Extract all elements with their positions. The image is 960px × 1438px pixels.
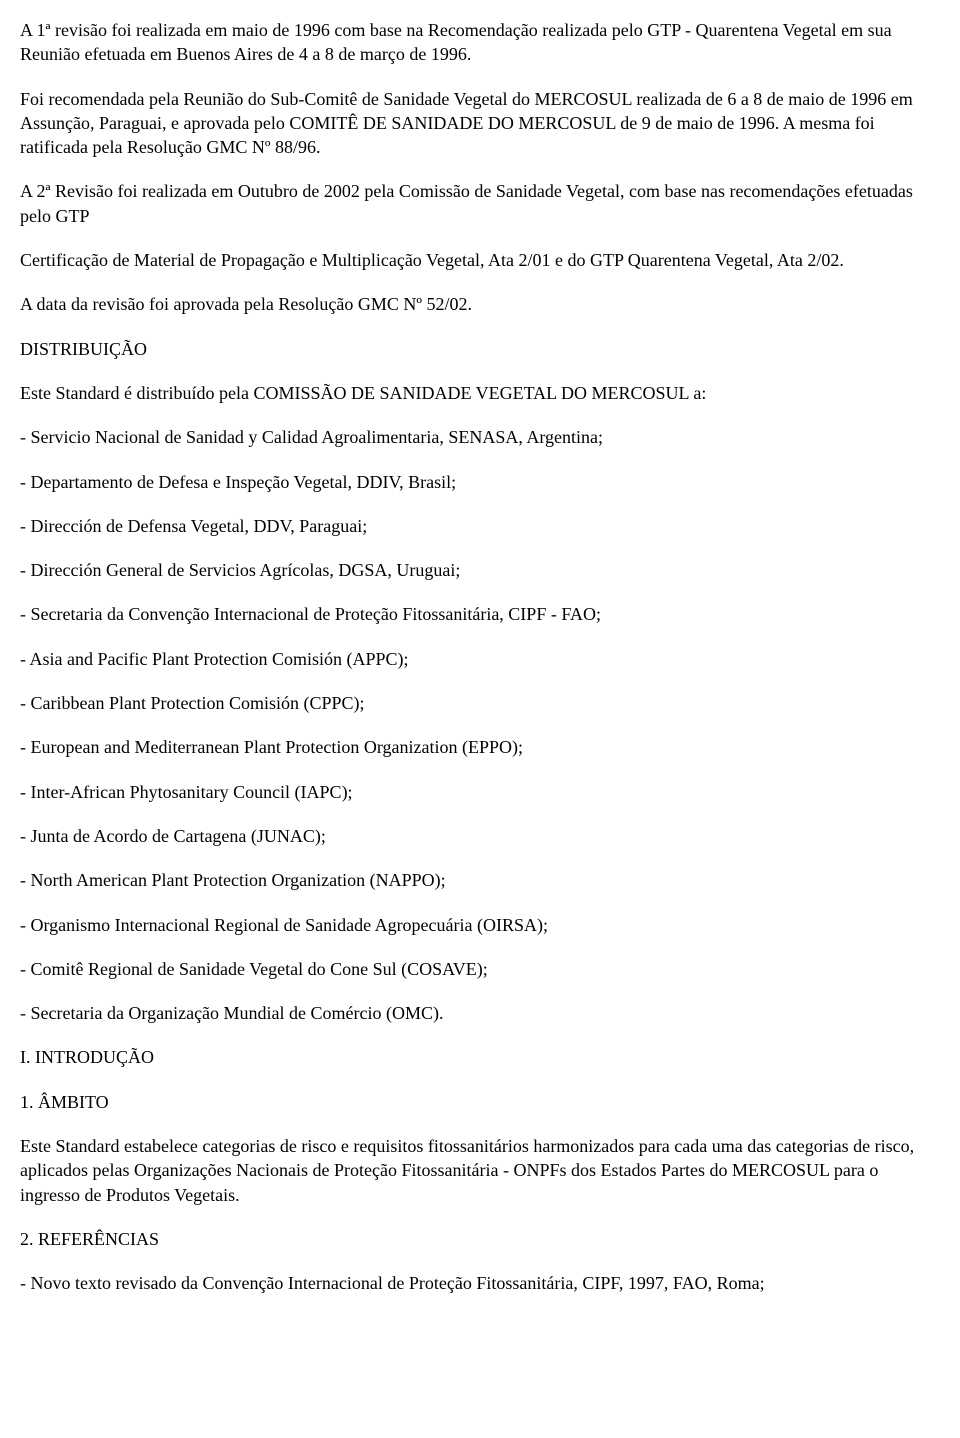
section-heading-ambito: 1. ÂMBITO	[20, 1090, 940, 1114]
distribution-item: - Departamento de Defesa e Inspeção Vege…	[20, 470, 940, 494]
paragraph: A 1ª revisão foi realizada em maio de 19…	[20, 18, 940, 67]
paragraph: A 2ª Revisão foi realizada em Outubro de…	[20, 179, 940, 228]
distribution-item: - European and Mediterranean Plant Prote…	[20, 735, 940, 759]
distribution-item: - Secretaria da Organização Mundial de C…	[20, 1001, 940, 1025]
reference-item: - Novo texto revisado da Convenção Inter…	[20, 1271, 940, 1295]
section-heading-referencias: 2. REFERÊNCIAS	[20, 1227, 940, 1251]
paragraph: Certificação de Material de Propagação e…	[20, 248, 940, 272]
paragraph: Este Standard estabelece categorias de r…	[20, 1134, 940, 1207]
paragraph: Foi recomendada pela Reunião do Sub-Comi…	[20, 87, 940, 160]
section-heading-introducao: I. INTRODUÇÃO	[20, 1045, 940, 1069]
distribution-item: - North American Plant Protection Organi…	[20, 868, 940, 892]
distribution-item: - Secretaria da Convenção Internacional …	[20, 602, 940, 626]
distribution-item: - Dirección de Defensa Vegetal, DDV, Par…	[20, 514, 940, 538]
section-heading-distribuicao: DISTRIBUIÇÃO	[20, 337, 940, 361]
distribution-item: - Asia and Pacific Plant Protection Comi…	[20, 647, 940, 671]
paragraph: Este Standard é distribuído pela COMISSÃ…	[20, 381, 940, 405]
distribution-item: - Caribbean Plant Protection Comisión (C…	[20, 691, 940, 715]
distribution-item: - Junta de Acordo de Cartagena (JUNAC);	[20, 824, 940, 848]
distribution-item: - Inter-African Phytosanitary Council (I…	[20, 780, 940, 804]
distribution-item: - Dirección General de Servicios Agrícol…	[20, 558, 940, 582]
distribution-item: - Organismo Internacional Regional de Sa…	[20, 913, 940, 937]
distribution-item: - Servicio Nacional de Sanidad y Calidad…	[20, 425, 940, 449]
paragraph: A data da revisão foi aprovada pela Reso…	[20, 292, 940, 316]
distribution-item: - Comitê Regional de Sanidade Vegetal do…	[20, 957, 940, 981]
